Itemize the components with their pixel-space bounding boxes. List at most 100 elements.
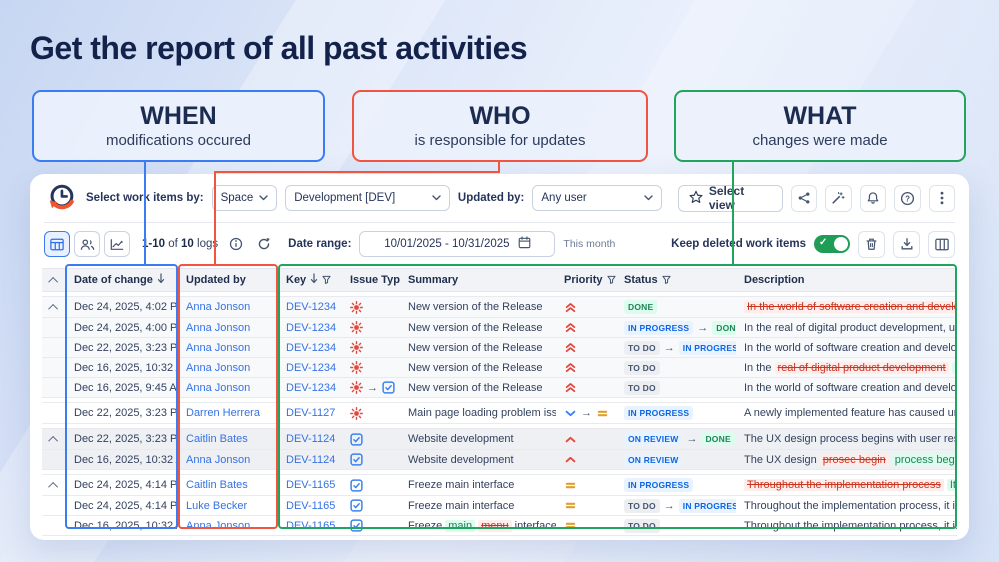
transition-arrow: → bbox=[686, 433, 698, 445]
updated-by-select[interactable]: Any user bbox=[532, 185, 662, 211]
table-row[interactable]: Dec 16, 2025, 10:32 AM Anna Jonson DEV-112… bbox=[42, 449, 957, 469]
table-row[interactable]: Dec 16, 2025, 10:32 AM Anna Jonson DEV-116… bbox=[42, 515, 957, 535]
logs-of: of bbox=[168, 238, 178, 250]
toolbar-divider bbox=[44, 222, 955, 223]
user-link[interactable]: Anna Jonson bbox=[186, 301, 251, 313]
column-header-key[interactable]: Key bbox=[278, 273, 342, 287]
table-group: Dec 24, 2025, 4:02 PM Anna Jonson DEV-1234… bbox=[42, 296, 957, 398]
collapse-all-header[interactable] bbox=[42, 276, 66, 284]
issue-key-link[interactable]: DEV-1234 bbox=[286, 321, 337, 334]
added-text: process begins bbox=[891, 453, 957, 466]
bug-type-icon bbox=[350, 341, 363, 354]
user-link[interactable]: Anna Jonson bbox=[186, 381, 251, 394]
cell-date-of-change: Dec 16, 2025, 9:45 AM bbox=[74, 381, 178, 394]
filter-icon[interactable] bbox=[322, 275, 331, 286]
issue-key-link[interactable]: DEV-1234 bbox=[286, 361, 337, 374]
issue-key-link[interactable]: DEV-1127 bbox=[286, 407, 336, 419]
page-title: Get the report of all past activities bbox=[30, 30, 528, 66]
user-link[interactable]: Anna Jonson bbox=[186, 361, 251, 374]
download-icon[interactable] bbox=[893, 230, 920, 258]
table-group: Dec 24, 2025, 4:14 PM Caitlin Bates DEV-11… bbox=[42, 474, 957, 536]
star-icon bbox=[689, 190, 703, 207]
user-link[interactable]: Anna Jonson bbox=[186, 453, 251, 466]
table-row[interactable]: Dec 22, 2025, 3:23 PM Darren Herrera DEV-1… bbox=[42, 403, 957, 423]
project-select[interactable]: Development [DEV] bbox=[285, 185, 450, 211]
connector-who bbox=[214, 171, 500, 173]
cell-updated-by: Anna Jonson bbox=[178, 382, 278, 394]
user-link[interactable]: Luke Becker bbox=[186, 499, 248, 512]
logs-total: 10 bbox=[181, 238, 194, 250]
info-icon[interactable] bbox=[226, 234, 246, 254]
cell-date-of-change: Dec 24, 2025, 4:00 PM bbox=[74, 321, 178, 334]
issue-key-link[interactable]: DEV-1234 bbox=[286, 341, 337, 354]
status-badge: IN PROGRESS bbox=[624, 478, 694, 492]
keep-deleted-toggle[interactable]: ✓ bbox=[814, 235, 850, 253]
issue-key-link[interactable]: DEV-1165 bbox=[286, 499, 336, 512]
issue-key-link[interactable]: DEV-1165 bbox=[286, 479, 336, 491]
column-header-issue-type[interactable]: Issue Type bbox=[342, 274, 400, 286]
date-range-input[interactable]: 10/01/2025 - 10/31/2025 bbox=[359, 231, 556, 257]
help-icon[interactable]: ? bbox=[894, 184, 921, 212]
column-header-summary[interactable]: Summary bbox=[400, 274, 556, 286]
user-link[interactable]: Darren Herrera bbox=[186, 407, 260, 419]
text-segment: Main page loading problem issue bbox=[408, 407, 556, 419]
sort-descending-icon[interactable] bbox=[157, 273, 165, 287]
user-link[interactable]: Anna Jonson bbox=[186, 341, 251, 354]
users-view-icon[interactable] bbox=[74, 231, 100, 257]
table-header-row: Date of change Updated by Key Issue Type Sum… bbox=[42, 268, 957, 292]
connector-who bbox=[214, 171, 216, 265]
issue-key-link[interactable]: DEV-1234 bbox=[286, 381, 337, 394]
user-link[interactable]: Anna Jonson bbox=[186, 321, 251, 334]
filter-icon[interactable] bbox=[662, 275, 671, 286]
column-header-status[interactable]: Status bbox=[616, 274, 736, 286]
columns-icon[interactable] bbox=[928, 230, 955, 258]
cell-priority bbox=[556, 341, 616, 354]
issue-key-link[interactable]: DEV-1234 bbox=[286, 301, 337, 313]
table-row[interactable]: Dec 22, 2025, 3:23 PM Anna Jonson DEV-1234… bbox=[42, 337, 957, 357]
bell-icon[interactable] bbox=[859, 184, 887, 212]
column-header-priority[interactable]: Priority bbox=[556, 274, 616, 286]
cell-description: A newly implemented feature has caused u… bbox=[736, 407, 957, 419]
table-row[interactable]: Dec 24, 2025, 4:14 PM Caitlin Bates DEV-11… bbox=[42, 475, 957, 495]
share-icon[interactable] bbox=[790, 184, 818, 212]
group-collapse-toggle[interactable] bbox=[42, 303, 66, 311]
table-row[interactable]: Dec 16, 2025, 10:32 AM Anna Jonson DEV-123… bbox=[42, 357, 957, 377]
table-row[interactable]: Dec 22, 2025, 3:23 PM Caitlin Bates DEV-11… bbox=[42, 429, 957, 449]
priority-low-icon bbox=[564, 407, 577, 420]
select-view-button[interactable]: Select view bbox=[677, 184, 783, 212]
sort-descending-icon[interactable] bbox=[310, 273, 318, 287]
priority-medium-icon bbox=[596, 407, 609, 420]
group-collapse-toggle[interactable] bbox=[42, 481, 66, 489]
group-collapse-toggle[interactable] bbox=[42, 435, 66, 443]
trash-icon[interactable] bbox=[858, 230, 885, 258]
table-row[interactable]: Dec 24, 2025, 4:14 PM Luke Becker DEV-1165… bbox=[42, 495, 957, 515]
issue-key-link[interactable]: DEV-1124 bbox=[286, 433, 336, 445]
table-row[interactable]: Dec 24, 2025, 4:02 PM Anna Jonson DEV-1234… bbox=[42, 297, 957, 317]
user-link[interactable]: Caitlin Bates bbox=[186, 479, 248, 491]
activity-table: Date of change Updated by Key Issue Type Sum… bbox=[42, 268, 957, 536]
logs-count: 1-10 of 10 logs bbox=[142, 238, 218, 250]
text-segment: New version of the Release bbox=[408, 301, 543, 313]
magic-wand-icon[interactable] bbox=[825, 184, 852, 212]
transition-arrow: → bbox=[367, 381, 378, 394]
user-link[interactable]: Caitlin Bates bbox=[186, 433, 248, 445]
issue-key-link[interactable]: DEV-1124 bbox=[286, 453, 336, 466]
table-row[interactable]: Dec 16, 2025, 9:45 AM Anna Jonson DEV-1234… bbox=[42, 377, 957, 397]
cell-key: DEV-1234 bbox=[278, 382, 342, 394]
cell-priority bbox=[556, 321, 616, 334]
space-dropdown[interactable]: Space bbox=[211, 185, 278, 211]
table-view-icon[interactable] bbox=[44, 231, 70, 257]
user-link[interactable]: Anna Jonson bbox=[186, 519, 251, 532]
kebab-menu-icon[interactable] bbox=[928, 184, 955, 212]
issue-key-link[interactable]: DEV-1165 bbox=[286, 519, 336, 532]
chart-view-icon[interactable] bbox=[104, 231, 130, 257]
table-row[interactable]: Dec 24, 2025, 4:00 PM Anna Jonson DEV-1234… bbox=[42, 317, 957, 337]
status-badge: TO DO bbox=[624, 518, 660, 533]
column-header-description[interactable]: Description bbox=[736, 274, 957, 286]
cell-date-of-change: Dec 24, 2025, 4:14 PM bbox=[74, 499, 178, 512]
refresh-icon[interactable] bbox=[254, 234, 274, 254]
text-segment: Freeze main interface bbox=[408, 479, 515, 491]
column-header-date-of-change[interactable]: Date of change bbox=[66, 273, 178, 287]
column-header-updated-by[interactable]: Updated by bbox=[178, 274, 278, 286]
filter-icon[interactable] bbox=[606, 275, 616, 286]
